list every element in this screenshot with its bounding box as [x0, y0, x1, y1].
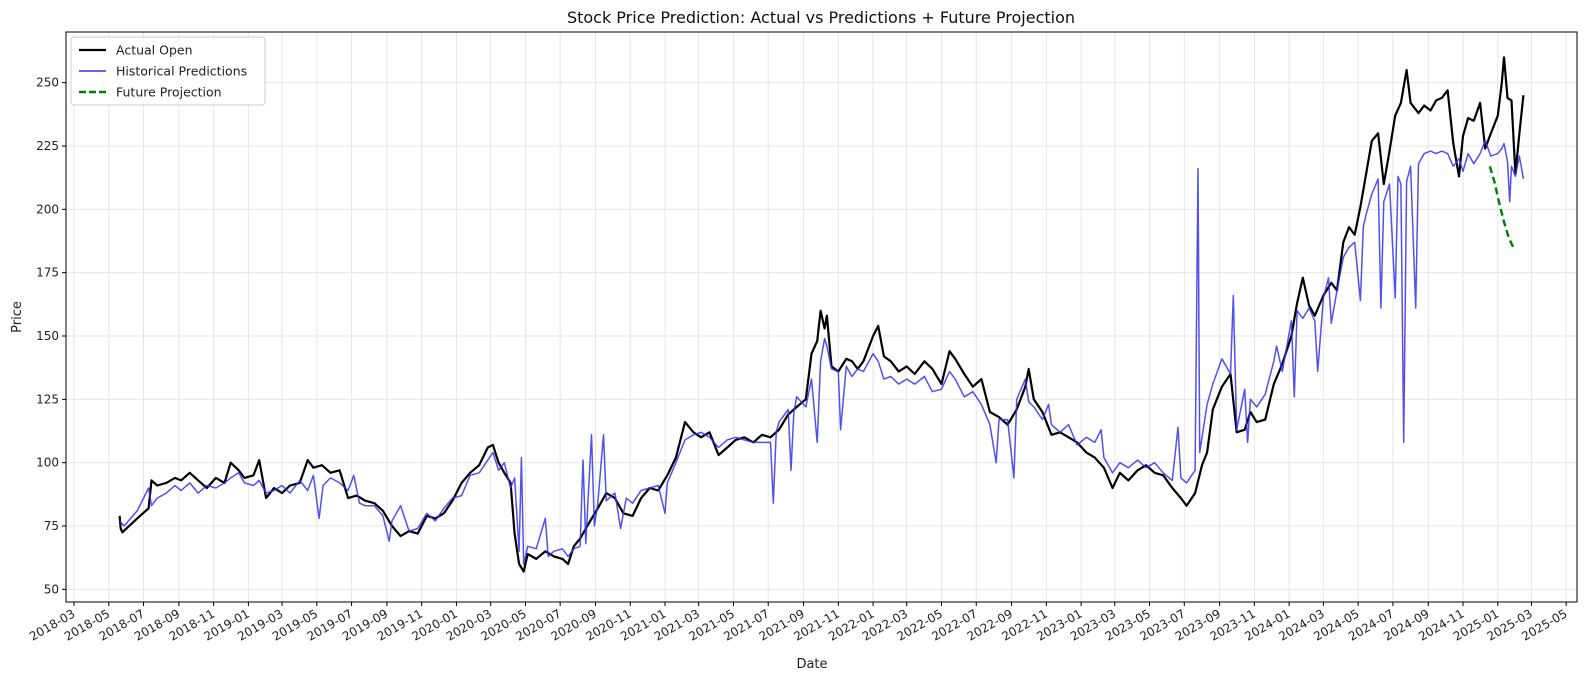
legend-label-actual-open: Actual Open: [116, 43, 193, 58]
y-axis: 50 75 100 125 150 175 200 225 250: [36, 76, 66, 596]
legend-label-future-projection: Future Projection: [116, 85, 222, 100]
y-tick-label: 200: [36, 202, 59, 216]
y-tick-label: 150: [36, 329, 59, 343]
legend-box: [70, 36, 266, 106]
y-tick-label: 75: [44, 519, 59, 533]
y-tick-label: 125: [36, 392, 59, 406]
x-axis-title: Date: [796, 657, 827, 672]
series-line-future-projection: [1488, 165, 1515, 248]
grid-layer: [66, 32, 1577, 602]
series-line-actual-open: [118, 56, 1525, 573]
y-tick-label: 225: [36, 139, 59, 153]
series-layer: [118, 56, 1525, 573]
chart-title: Stock Price Prediction: Actual vs Predic…: [567, 8, 1075, 27]
y-tick-label: 50: [44, 582, 59, 596]
y-tick-label: 175: [36, 266, 59, 280]
legend-label-historical-predictions: Historical Predictions: [116, 64, 247, 79]
x-axis: 2018-032018-052018-072018-092018-112019-…: [27, 602, 1570, 644]
y-axis-title: Price: [10, 301, 25, 333]
legend: Actual Open Historical Predictions Futur…: [70, 36, 266, 106]
y-tick-label: 250: [36, 76, 59, 90]
series-line-historical-predictions: [119, 140, 1525, 565]
y-tick-label: 100: [36, 456, 59, 470]
plot-frame: [65, 31, 1578, 603]
